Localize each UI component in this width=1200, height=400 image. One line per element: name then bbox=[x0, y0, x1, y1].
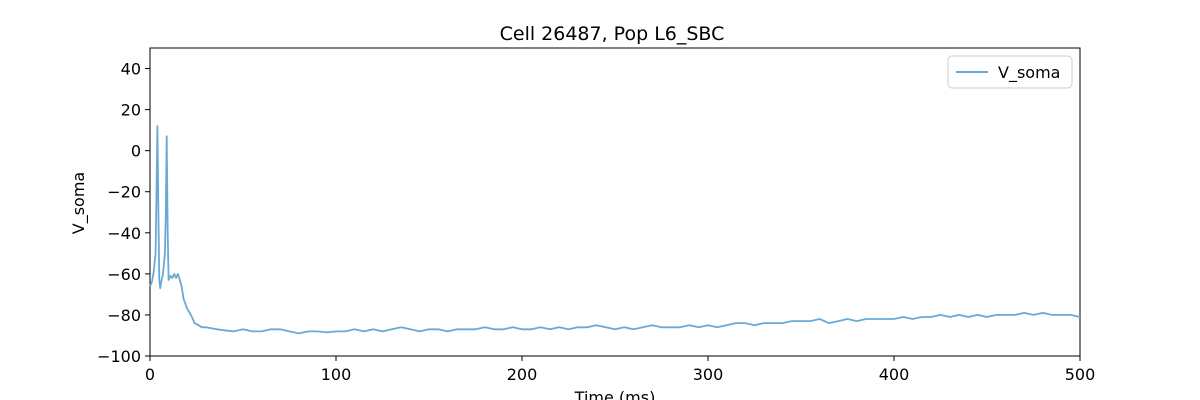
x-axis: 0 100 200 300 400 500 bbox=[145, 356, 1095, 384]
y-axis: −100 −80 −60 −40 −20 0 20 40 bbox=[97, 60, 150, 366]
y-tick-label: −40 bbox=[107, 224, 141, 243]
y-tick-label: −100 bbox=[97, 347, 141, 366]
y-tick-label: −20 bbox=[107, 183, 141, 202]
y-axis-label: V_soma bbox=[69, 172, 89, 234]
x-tick-label: 0 bbox=[145, 365, 155, 384]
x-tick-label: 400 bbox=[879, 365, 910, 384]
legend-box bbox=[947, 55, 1073, 89]
x-axis-label: Time (ms) bbox=[574, 388, 656, 400]
y-tick-label: 0 bbox=[131, 142, 141, 161]
legend: V_soma bbox=[947, 55, 1073, 89]
plot-frame bbox=[149, 47, 1081, 357]
plot-area bbox=[149, 47, 1081, 357]
y-tick-label: −80 bbox=[107, 306, 141, 325]
y-tick-label: −60 bbox=[107, 265, 141, 284]
series-line-v-soma bbox=[149, 125, 1081, 335]
y-tick-label: 40 bbox=[121, 60, 141, 79]
x-tick-label: 300 bbox=[693, 365, 724, 384]
x-tick-label: 100 bbox=[321, 365, 352, 384]
x-tick-label: 200 bbox=[507, 365, 538, 384]
y-tick-label: 20 bbox=[121, 101, 141, 120]
x-tick-label: 500 bbox=[1065, 365, 1096, 384]
legend-entry-v-soma: V_soma bbox=[998, 63, 1060, 83]
chart-title: Cell 26487, Pop L6_SBC bbox=[500, 23, 725, 45]
